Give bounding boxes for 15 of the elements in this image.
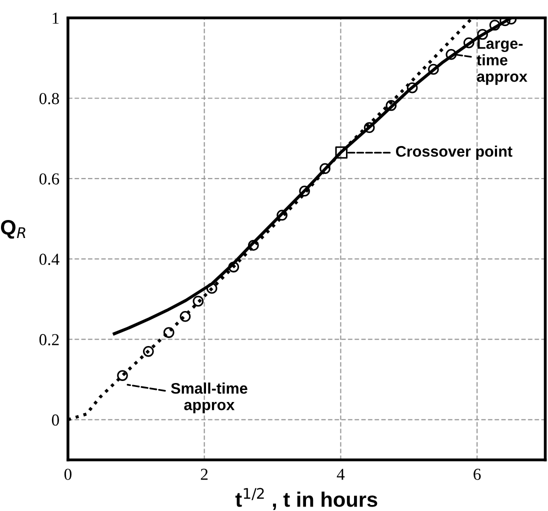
x-tick-label: 6: [474, 468, 481, 480]
y-tick-label: 0.6: [39, 173, 60, 185]
annotation: Small-time approx: [171, 382, 248, 414]
x-tick-label: 2: [200, 468, 208, 480]
y-tick-label: 0.2: [39, 334, 59, 346]
x-tick-label: 0: [64, 468, 72, 480]
x-axis-title: t$^{1/2}$ , t in hours: [235, 488, 378, 510]
y-axis-title: Q$_{R}$: [0, 220, 26, 239]
annotation: Crossover point: [396, 146, 512, 160]
y-tick-label: 0: [52, 414, 59, 426]
y-tick-label: 1: [52, 12, 59, 24]
x-tick-label: 4: [336, 468, 345, 480]
y-tick-label: 0.4: [39, 254, 60, 266]
y-tick-label: 0.8: [39, 92, 59, 104]
annotation: Large- time approx: [476, 38, 528, 85]
